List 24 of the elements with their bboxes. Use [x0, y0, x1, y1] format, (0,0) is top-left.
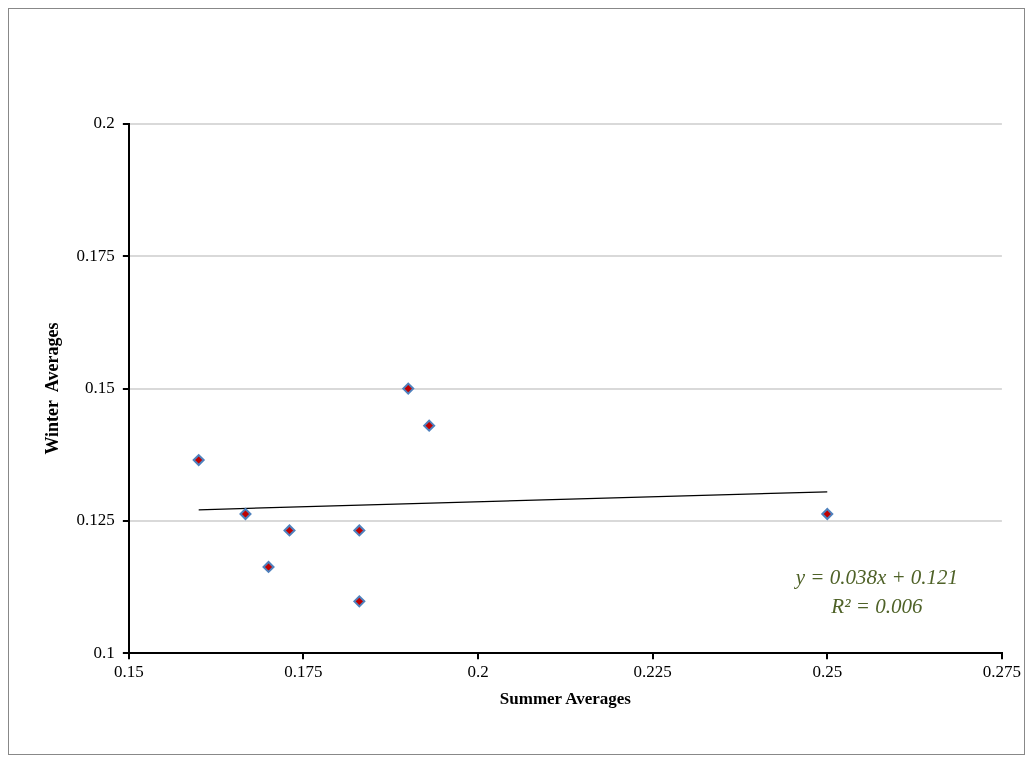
point: [192, 454, 205, 467]
x-axis-title: Summer Averages: [499, 689, 632, 709]
y-tick-label: 0.125: [76, 510, 115, 530]
point: [353, 524, 366, 537]
point: [402, 382, 415, 395]
x-tick-label: 0.175: [284, 661, 323, 681]
x-tick-label: 0.225: [633, 661, 672, 681]
y-tick-label: 0.15: [85, 378, 115, 398]
point: [239, 508, 252, 521]
y-tick-label: 0.175: [76, 245, 115, 265]
point: [821, 508, 834, 521]
point: [353, 595, 366, 608]
y-axis-title: Winter Averages: [42, 322, 63, 455]
point: [262, 560, 275, 573]
x-tick-label: 0.2: [467, 661, 489, 681]
x-tick-label: 0.25: [812, 661, 843, 681]
y-tick-label: 0.2: [93, 113, 115, 133]
y-tick-label: 0.1: [93, 642, 115, 662]
x-tick-label: 0.15: [113, 661, 144, 681]
annotation: y = 0.038x + 0.121: [793, 564, 959, 589]
point: [283, 524, 296, 537]
point: [423, 419, 436, 432]
annotation: R² = 0.006: [830, 593, 923, 618]
x-tick-label: 0.275: [982, 661, 1021, 681]
